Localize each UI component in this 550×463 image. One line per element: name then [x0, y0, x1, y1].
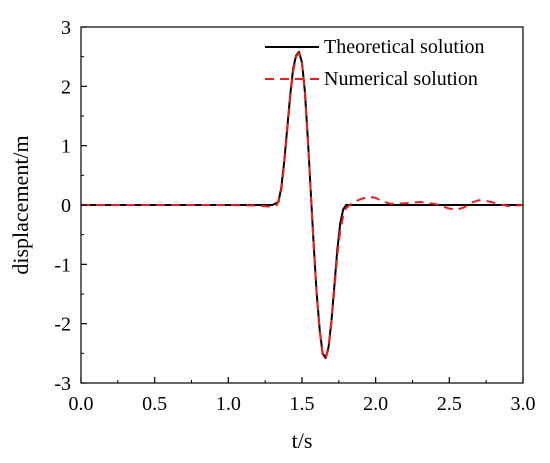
- x-tick-label: 2.0: [363, 393, 388, 415]
- plot-area: [81, 50, 523, 361]
- y-tick-label: 0: [61, 195, 71, 217]
- x-tick-label: 1.5: [290, 393, 315, 415]
- series-line-2: [81, 52, 523, 361]
- y-tick-label: -1: [54, 254, 71, 276]
- x-tick-label: 0.0: [69, 393, 94, 415]
- x-tick-label: 1.0: [216, 393, 241, 415]
- axes: 0.0 0.5 1.0 1.5 2.0 2.5 3.0 3 2 1 0 -1 -2 -3: [54, 17, 535, 415]
- legend-label-2: Numerical solution: [324, 68, 478, 90]
- y-tick-label: 2: [61, 76, 71, 98]
- x-tick-label: 3.0: [511, 393, 536, 415]
- x-tick-label: 2.5: [437, 393, 462, 415]
- y-tick-label: 1: [61, 136, 71, 158]
- legend: Theoretical solution Numerical solution: [265, 36, 485, 90]
- y-tick-label: -3: [54, 373, 71, 395]
- x-tick-label: 0.5: [142, 393, 167, 415]
- y-tick-label: -2: [54, 314, 71, 336]
- y-axis-title: displacement/m: [8, 135, 33, 274]
- y-tick-label: 3: [61, 17, 71, 39]
- x-axis-title: t/s: [292, 428, 313, 453]
- legend-label-1: Theoretical solution: [324, 36, 485, 58]
